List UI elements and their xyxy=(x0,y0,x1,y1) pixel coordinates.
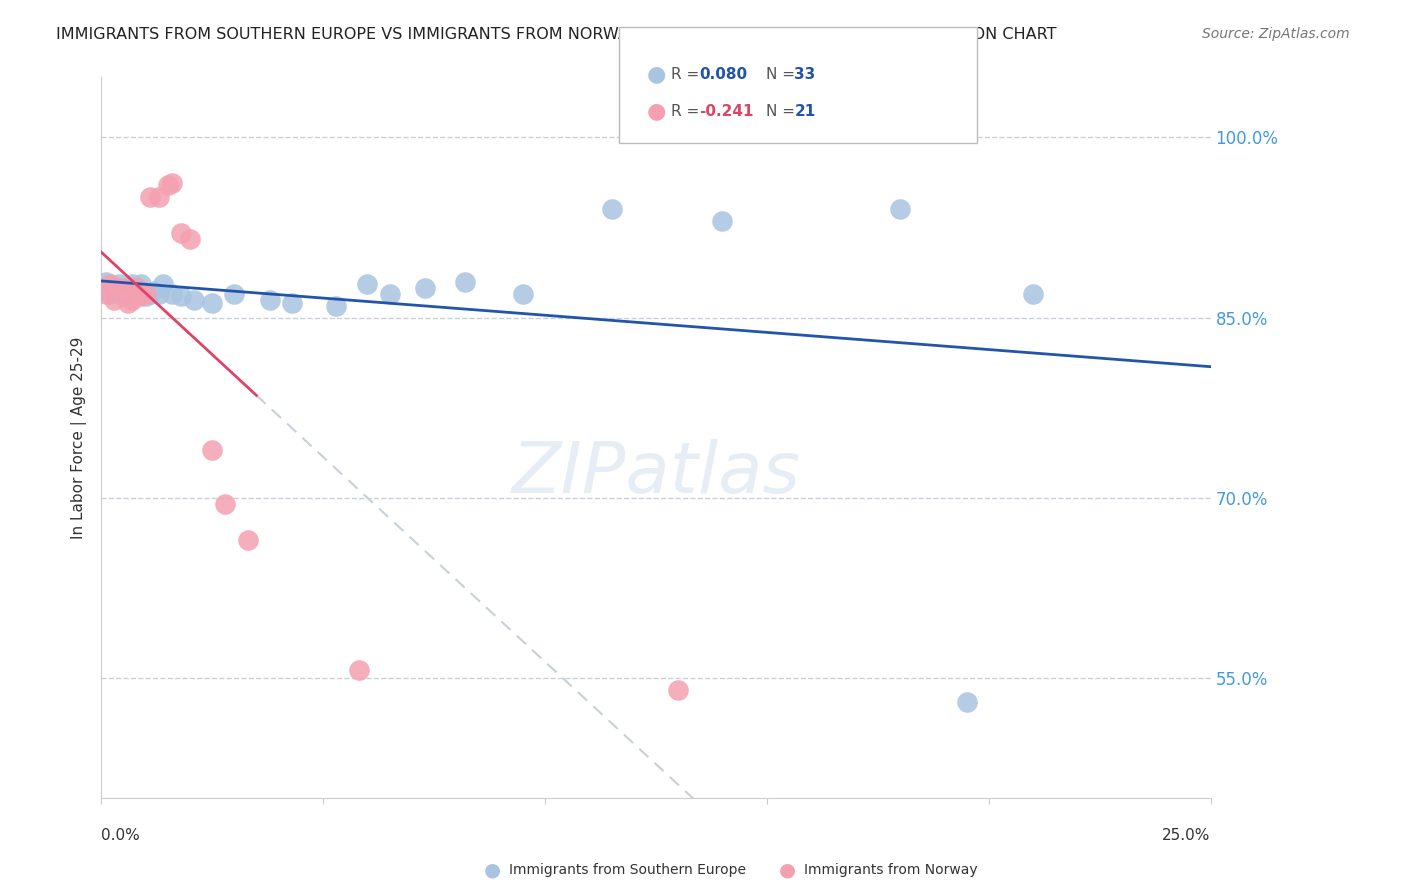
Point xyxy=(139,190,162,204)
Text: 25.0%: 25.0% xyxy=(1163,828,1211,843)
Point xyxy=(108,277,131,291)
Point xyxy=(378,286,401,301)
Text: Immigrants from Norway: Immigrants from Norway xyxy=(804,863,977,877)
Point xyxy=(259,293,281,307)
Text: Immigrants from Southern Europe: Immigrants from Southern Europe xyxy=(509,863,747,877)
Point xyxy=(112,280,135,294)
Point xyxy=(103,280,125,294)
Point xyxy=(201,296,224,310)
Point xyxy=(94,275,117,289)
Point xyxy=(711,214,734,228)
Point xyxy=(98,286,121,301)
Point xyxy=(224,286,246,301)
Point xyxy=(129,289,152,303)
Point xyxy=(148,190,170,204)
Point xyxy=(889,202,911,217)
Point xyxy=(129,277,152,291)
Point xyxy=(129,286,152,301)
Point xyxy=(117,284,139,298)
Point xyxy=(183,293,205,307)
Text: N =: N = xyxy=(766,67,800,81)
Point xyxy=(1022,286,1045,301)
Point xyxy=(143,284,166,298)
Point xyxy=(94,286,117,301)
Point xyxy=(112,289,135,303)
Point xyxy=(356,277,378,291)
Text: ●: ● xyxy=(647,64,666,84)
Point xyxy=(125,280,148,294)
Point xyxy=(152,277,174,291)
Point xyxy=(236,533,259,547)
Text: ZIPatlas: ZIPatlas xyxy=(512,439,800,508)
Text: ●: ● xyxy=(647,102,666,121)
Point xyxy=(103,293,125,307)
Point xyxy=(160,176,183,190)
Text: IMMIGRANTS FROM SOUTHERN EUROPE VS IMMIGRANTS FROM NORWAY IN LABOR FORCE | AGE 2: IMMIGRANTS FROM SOUTHERN EUROPE VS IMMIG… xyxy=(56,27,1057,43)
Point xyxy=(281,296,304,310)
Text: Source: ZipAtlas.com: Source: ZipAtlas.com xyxy=(1202,27,1350,41)
Point xyxy=(121,277,143,291)
Point xyxy=(125,280,148,294)
Point xyxy=(156,178,179,193)
Text: R =: R = xyxy=(671,104,704,119)
Point xyxy=(148,286,170,301)
Point xyxy=(98,277,121,291)
Point xyxy=(139,286,162,301)
Text: 0.0%: 0.0% xyxy=(101,828,139,843)
Point xyxy=(347,664,370,678)
Point xyxy=(134,286,156,301)
Text: ●: ● xyxy=(779,860,796,880)
Text: -0.241: -0.241 xyxy=(699,104,754,119)
Point xyxy=(201,442,224,457)
Point xyxy=(512,286,534,301)
Point xyxy=(600,202,623,217)
Point xyxy=(170,289,193,303)
Text: 21: 21 xyxy=(794,104,815,119)
Point xyxy=(179,232,201,246)
Point xyxy=(325,299,347,313)
Point xyxy=(134,289,156,303)
Text: R =: R = xyxy=(671,67,704,81)
Point xyxy=(160,286,183,301)
Point xyxy=(666,682,689,697)
Point xyxy=(170,227,193,241)
Text: ●: ● xyxy=(484,860,501,880)
Point xyxy=(214,497,236,511)
Point xyxy=(955,695,977,709)
Text: 0.080: 0.080 xyxy=(699,67,747,81)
Point xyxy=(121,293,143,307)
Text: N =: N = xyxy=(766,104,800,119)
Text: 33: 33 xyxy=(794,67,815,81)
Point xyxy=(108,280,131,294)
Point xyxy=(117,296,139,310)
Y-axis label: In Labor Force | Age 25-29: In Labor Force | Age 25-29 xyxy=(72,336,87,539)
Point xyxy=(413,280,436,294)
Point xyxy=(454,275,477,289)
